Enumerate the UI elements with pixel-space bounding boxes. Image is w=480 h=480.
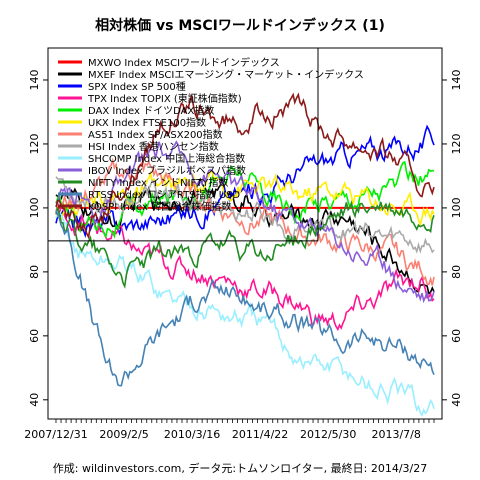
series-line-12	[55, 92, 435, 240]
series-layer	[55, 92, 435, 418]
x-tick-label-5: 2013/7/8	[371, 428, 420, 441]
legend-label-3: TPX Index TOPIX (東証株価指数)	[87, 92, 242, 105]
y-tick-label-right-80: 80	[450, 265, 463, 279]
legend-label-8: SHCOMP Index 中国上海総合指数	[88, 152, 245, 165]
x-tick-label-1: 2009/2/5	[99, 428, 148, 441]
legend-label-0: MXWO Index MSCIワールドインデックス	[88, 56, 280, 69]
y-tick-label-right-120: 120	[450, 133, 463, 154]
legend-label-2: SPX Index SP 500種	[88, 80, 186, 93]
y-tick-label-right-140: 140	[450, 69, 463, 90]
y-tick-label-left-80: 80	[28, 265, 41, 279]
legend-label-1: MXEF Index MSCIエマージング・マーケット・インデックス	[88, 68, 364, 81]
y-tick-label-left-60: 60	[28, 329, 41, 343]
y-axis-left: 40 60 80 100 120 140	[28, 69, 48, 407]
x-tick-label-0: 2007/12/31	[24, 428, 87, 441]
plot-frame	[47, 47, 443, 420]
y-tick-label-right-40: 40	[450, 393, 463, 407]
series-line-5	[55, 169, 435, 228]
x-tick-label-3: 2011/4/22	[232, 428, 288, 441]
chart-caption: 作成: wildinvestors.com, データ元:トムソンロイター, 最終…	[53, 461, 427, 475]
y-tick-label-left-140: 140	[28, 69, 41, 90]
y-tick-label-left-100: 100	[28, 197, 41, 218]
reference-lines	[48, 48, 319, 242]
legend-label-12: KOSPI Index 韓国総合株価指数	[88, 200, 231, 213]
legend-label-6: AS51 Index SP/ASX200指数	[88, 128, 223, 141]
legend-label-4: DAX Index ドイツDAX指数	[88, 104, 214, 117]
series-line-7	[55, 176, 435, 254]
legend-label-9: IBOV Index ブラジルボベスパ指数	[88, 164, 246, 177]
y-axis-right: 40 60 80 100 120 140	[442, 69, 463, 407]
legend-label-7: HSI Index 香港ハンセン指数	[88, 140, 219, 153]
series-line-10	[55, 200, 435, 289]
y-tick-label-left-120: 120	[28, 133, 41, 154]
y-tick-label-right-60: 60	[450, 329, 463, 343]
chart-title: 相対株価 vs MSCIワールドインデックス (1)	[95, 17, 385, 34]
x-tick-label-2: 2010/3/16	[164, 428, 220, 441]
series-line-9	[55, 140, 435, 304]
legend-label-11: RTSS Index ロシアRTS指数 USD	[88, 188, 240, 201]
y-tick-label-right-100: 100	[450, 197, 463, 218]
legend-label-5: UKX Index FTSE100指数	[88, 116, 206, 129]
series-line-8	[55, 212, 435, 418]
x-tick-label-4: 2012/5/30	[300, 428, 356, 441]
y-tick-label-left-40: 40	[28, 393, 41, 407]
series-line-3	[55, 203, 435, 332]
legend-label-10: NIFTY Index インドNIFTY指数	[88, 176, 228, 189]
series-line-11	[55, 210, 435, 387]
series-line-6	[55, 157, 435, 286]
x-axis: 2007/12/31 2009/2/5 2010/3/16 2011/4/22 2012…	[24, 419, 435, 441]
